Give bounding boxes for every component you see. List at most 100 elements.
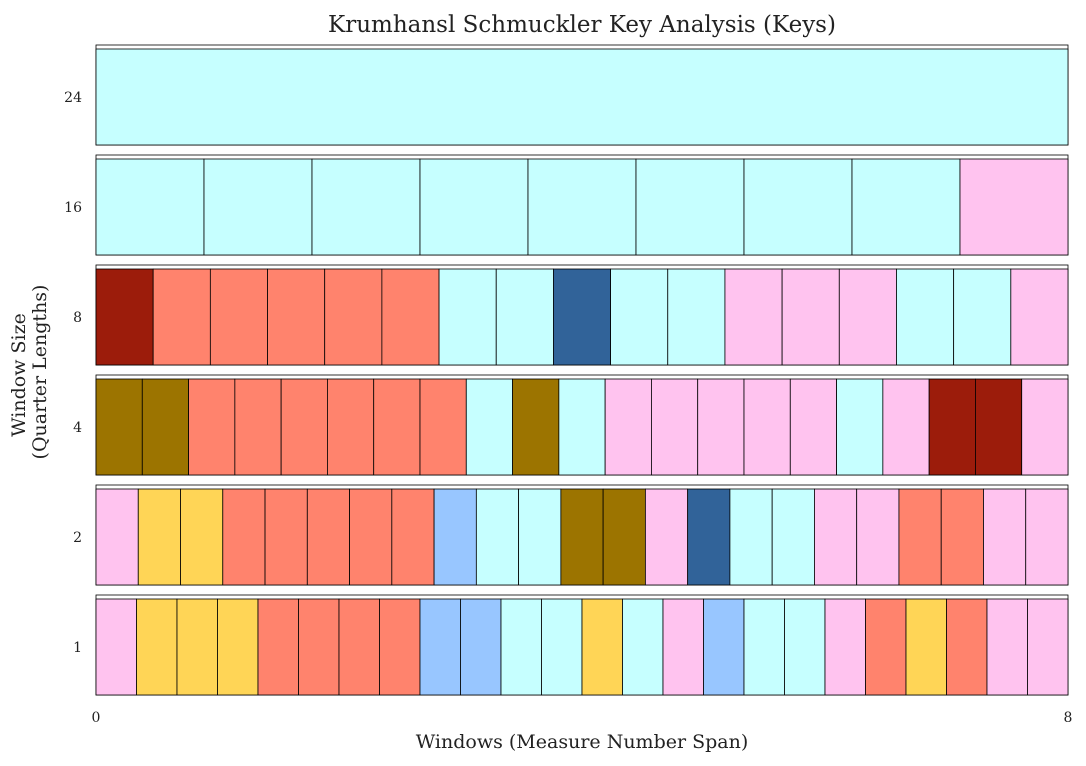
row-size-8: 8 xyxy=(73,264,1069,366)
key-cell xyxy=(180,488,224,586)
key-cell xyxy=(176,598,218,696)
key-cell xyxy=(953,268,1012,366)
key-cell xyxy=(983,488,1027,586)
key-cell xyxy=(896,268,955,366)
chart-rows: 24 16 8 4 2 1 xyxy=(64,44,1069,696)
key-cell xyxy=(95,158,205,256)
key-cell xyxy=(306,488,350,586)
key-cell xyxy=(475,488,520,586)
key-cell xyxy=(512,378,560,476)
key-cell xyxy=(136,598,178,696)
y-tick-label: 4 xyxy=(73,420,82,436)
key-cell xyxy=(1021,378,1069,476)
key-cell xyxy=(419,378,467,476)
row-size-4: 4 xyxy=(73,374,1069,476)
key-cell xyxy=(518,488,562,586)
key-cell xyxy=(338,598,380,696)
key-cell xyxy=(975,378,1023,476)
key-cell xyxy=(986,598,1028,696)
key-cell xyxy=(495,268,554,366)
key-cell xyxy=(419,598,461,696)
y-axis-label: Window Size (Quarter Lengths) xyxy=(8,285,51,460)
key-cell xyxy=(527,158,637,256)
key-cell xyxy=(558,378,606,476)
key-cell xyxy=(1027,598,1069,696)
key-cell xyxy=(264,488,308,586)
key-cell xyxy=(662,598,704,696)
key-cell xyxy=(217,598,259,696)
key-cell xyxy=(836,378,884,476)
x-tick-label: 0 xyxy=(92,710,101,726)
key-cell xyxy=(604,378,652,476)
key-cell xyxy=(298,598,340,696)
key-cell xyxy=(553,268,611,366)
key-cell xyxy=(898,488,942,586)
key-cell xyxy=(814,488,858,586)
key-cell xyxy=(460,598,502,696)
key-cell xyxy=(391,488,435,586)
key-cell xyxy=(851,158,961,256)
key-cell xyxy=(152,268,211,366)
key-cell xyxy=(560,488,604,586)
y-axis-label-line-1: Window Size xyxy=(8,313,30,437)
key-cell xyxy=(324,268,383,366)
y-axis-label-line-2: (Quarter Lengths) xyxy=(29,285,51,460)
key-cell xyxy=(379,598,421,696)
key-cell xyxy=(95,378,143,476)
key-cell xyxy=(729,488,773,586)
key-cell xyxy=(743,158,853,256)
key-cell xyxy=(940,488,984,586)
key-cell xyxy=(905,598,947,696)
row-size-2: 2 xyxy=(73,484,1069,586)
row-size-16: 16 xyxy=(64,154,1069,256)
key-cell xyxy=(209,268,268,366)
key-cell xyxy=(610,268,669,366)
y-tick-label: 1 xyxy=(73,640,82,656)
key-cell xyxy=(697,378,745,476)
key-cell xyxy=(311,158,421,256)
key-cell xyxy=(743,598,785,696)
row-size-24: 24 xyxy=(64,44,1069,146)
key-cell xyxy=(687,488,731,586)
key-cell xyxy=(222,488,266,586)
key-cell xyxy=(644,488,689,586)
key-cell xyxy=(743,378,791,476)
key-cell xyxy=(327,378,375,476)
key-cell xyxy=(771,488,815,586)
key-cell xyxy=(1025,488,1069,586)
y-tick-label: 24 xyxy=(64,90,82,106)
key-cell xyxy=(188,378,236,476)
key-cell xyxy=(703,598,745,696)
key-cell xyxy=(500,598,542,696)
key-cell xyxy=(267,268,326,366)
y-tick-label: 2 xyxy=(73,530,82,546)
key-cell xyxy=(141,378,189,476)
y-tick-label: 16 xyxy=(64,200,82,216)
key-cell xyxy=(959,158,1069,256)
key-cell xyxy=(95,268,154,366)
key-cell xyxy=(928,378,976,476)
key-cell xyxy=(465,378,513,476)
chart-title: Krumhansl Schmuckler Key Analysis (Keys) xyxy=(328,12,836,38)
key-cell xyxy=(838,268,897,366)
key-cell xyxy=(651,378,699,476)
key-cell xyxy=(865,598,907,696)
key-cell xyxy=(789,378,837,476)
key-cell xyxy=(257,598,299,696)
key-cell xyxy=(602,488,646,586)
key-cell xyxy=(234,378,282,476)
key-cell xyxy=(581,598,623,696)
key-cell xyxy=(824,598,866,696)
key-cell xyxy=(622,598,664,696)
key-cell xyxy=(95,488,139,586)
key-cell xyxy=(1010,268,1069,366)
key-cell xyxy=(856,488,900,586)
key-cell xyxy=(541,598,583,696)
key-cell xyxy=(419,158,529,256)
key-cell xyxy=(724,268,783,366)
key-cell xyxy=(373,378,421,476)
key-cell xyxy=(433,488,477,586)
x-tick-label: 8 xyxy=(1064,710,1073,726)
